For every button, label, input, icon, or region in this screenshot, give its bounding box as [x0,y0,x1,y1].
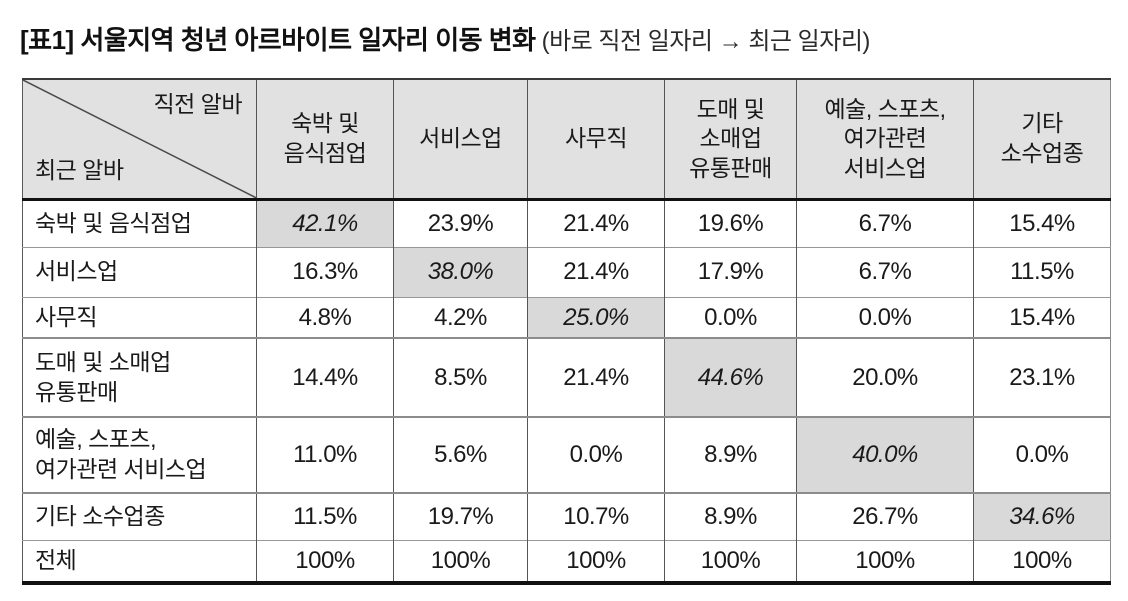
row-label: 서비스업 [22,246,257,298]
corner-label-recent-job: 최근 알바 [35,157,124,184]
row-label: 숙박 및 음식점업 [22,199,257,248]
corner-label-previous-job: 직전 알바 [153,91,242,117]
table-cell: 21.4% [527,246,665,298]
table-cell: 4.2% [393,296,528,339]
table-cell: 100% [973,539,1111,584]
table-cell: 26.7% [796,492,974,541]
table-cell: 0.0% [973,416,1111,494]
column-header: 사무직 [527,79,665,201]
table-cell: 15.4% [973,296,1111,339]
table-cell: 0.0% [664,296,797,339]
table-cell: 0.0% [527,416,665,494]
table-cell: 11.5% [973,246,1111,298]
table-cell: 8.9% [664,492,797,541]
table-cell: 4.8% [256,296,394,339]
row-label: 사무직 [22,296,257,339]
table-cell: 0.0% [796,296,974,339]
row-label: 예술, 스포츠, 여가관련 서비스업 [22,416,257,494]
table-caption: [표1] 서울지역 청년 아르바이트 일자리 이동 변화 (바로 직전 일자리 →… [20,20,1120,57]
column-header: 도매 및 소매업 유통판매 [664,79,797,201]
row-label: 전체 [22,539,257,584]
table-cell-diagonal: 38.0% [393,246,528,298]
column-header: 서비스업 [393,79,528,201]
table-cell-diagonal: 34.6% [973,492,1111,541]
table-cell: 100% [256,539,394,584]
table-cell: 8.5% [393,337,528,418]
column-header: 예술, 스포츠, 여가관련 서비스업 [796,79,974,201]
table-cell-diagonal: 44.6% [664,337,797,418]
table-cell: 19.7% [393,492,528,541]
table-cell: 6.7% [796,199,974,248]
table-cell: 10.7% [527,492,665,541]
table-cell: 6.7% [796,246,974,298]
table-cell: 5.6% [393,416,528,494]
table-cell: 21.4% [527,337,665,418]
column-header: 기타 소수업종 [973,79,1111,201]
table-row-total: 전체 100% 100% 100% 100% 100% 100% [22,539,1111,584]
table-row: 숙박 및 음식점업 42.1% 23.9% 21.4% 19.6% 6.7% 1… [22,199,1111,248]
table-cell: 100% [664,539,797,584]
table-caption-main: [표1] 서울지역 청년 아르바이트 일자리 이동 변화 [20,25,536,55]
table-cell: 14.4% [256,337,394,418]
table-cell-diagonal: 25.0% [527,296,665,339]
table-cell: 23.1% [973,337,1111,418]
table-cell: 100% [393,539,528,584]
table-cell: 100% [527,539,665,584]
job-transition-table: 직전 알바 최근 알바 숙박 및 음식점업 서비스업 사무직 도매 및 소매업 … [22,78,1111,586]
table-cell: 20.0% [796,337,974,418]
table-cell: 23.9% [393,199,528,248]
table-cell: 17.9% [664,246,797,298]
header-row: 직전 알바 최근 알바 숙박 및 음식점업 서비스업 사무직 도매 및 소매업 … [22,79,1111,201]
diagonal-line [23,80,256,198]
table-cell: 100% [796,539,974,584]
table-cell: 8.9% [664,416,797,494]
table-cell: 16.3% [256,246,394,298]
table-cell: 19.6% [664,199,797,248]
table-row: 도매 및 소매업 유통판매 14.4% 8.5% 21.4% 44.6% 20.… [22,337,1111,418]
row-label: 도매 및 소매업 유통판매 [22,337,257,418]
table-cell: 11.5% [256,492,394,541]
column-header: 숙박 및 음식점업 [256,79,394,201]
table-cell: 15.4% [973,199,1111,248]
table-cell: 21.4% [527,199,665,248]
row-label: 기타 소수업종 [22,492,257,541]
table-cell-diagonal: 42.1% [256,199,394,248]
table-row: 사무직 4.8% 4.2% 25.0% 0.0% 0.0% 15.4% [22,296,1111,339]
table-caption-sub: (바로 직전 일자리 → 최근 일자리) [541,28,871,55]
table-cell: 11.0% [256,416,394,494]
table-row: 서비스업 16.3% 38.0% 21.4% 17.9% 6.7% 11.5% [22,246,1111,298]
table-cell-diagonal: 40.0% [796,416,974,494]
table-row: 기타 소수업종 11.5% 19.7% 10.7% 8.9% 26.7% 34.… [22,492,1111,541]
table-row: 예술, 스포츠, 여가관련 서비스업 11.0% 5.6% 0.0% 8.9% … [22,416,1111,494]
corner-cell: 직전 알바 최근 알바 [22,79,257,201]
